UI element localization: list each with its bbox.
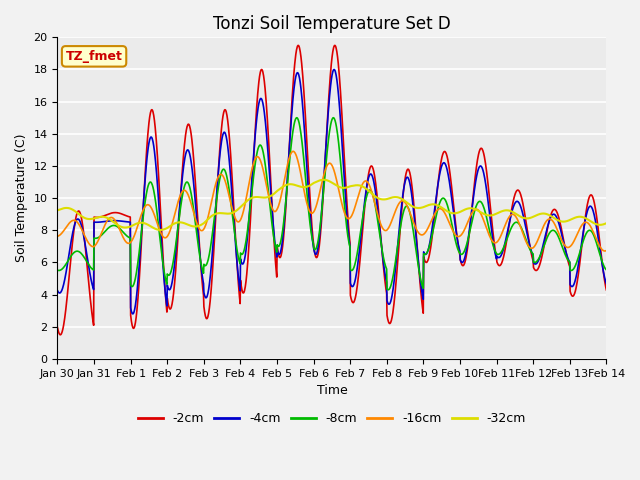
-4cm bbox=[308, 232, 316, 238]
-4cm bbox=[367, 171, 374, 177]
-4cm bbox=[330, 67, 338, 72]
Line: -32cm: -32cm bbox=[58, 180, 606, 230]
-16cm bbox=[287, 152, 294, 158]
-8cm bbox=[54, 267, 61, 273]
-2cm bbox=[367, 164, 374, 169]
-32cm bbox=[54, 207, 61, 213]
X-axis label: Time: Time bbox=[317, 384, 348, 397]
Title: Tonzi Soil Temperature Set D: Tonzi Soil Temperature Set D bbox=[213, 15, 451, 33]
-32cm bbox=[96, 214, 104, 220]
-16cm bbox=[308, 210, 316, 216]
Line: -2cm: -2cm bbox=[58, 46, 606, 335]
-32cm bbox=[156, 227, 164, 233]
-2cm bbox=[287, 120, 294, 125]
-2cm bbox=[54, 324, 61, 330]
-32cm bbox=[367, 190, 374, 195]
-16cm bbox=[118, 233, 126, 239]
-4cm bbox=[96, 219, 104, 225]
-32cm bbox=[602, 220, 610, 226]
-4cm bbox=[287, 125, 294, 131]
-4cm bbox=[118, 218, 126, 224]
-2cm bbox=[308, 228, 316, 234]
-16cm bbox=[54, 233, 61, 239]
-8cm bbox=[118, 228, 126, 234]
-32cm bbox=[298, 184, 306, 190]
-4cm bbox=[602, 281, 610, 287]
-32cm bbox=[308, 181, 316, 187]
-8cm bbox=[293, 115, 301, 120]
-32cm bbox=[287, 181, 294, 187]
-8cm bbox=[602, 267, 610, 273]
-16cm bbox=[602, 248, 610, 253]
-8cm bbox=[366, 187, 374, 193]
-2cm bbox=[97, 214, 104, 220]
-4cm bbox=[298, 96, 306, 102]
-8cm bbox=[384, 287, 392, 293]
-2cm bbox=[299, 69, 307, 74]
-32cm bbox=[320, 177, 328, 182]
-8cm bbox=[298, 140, 306, 145]
-16cm bbox=[298, 178, 306, 183]
Y-axis label: Soil Temperature (C): Soil Temperature (C) bbox=[15, 134, 28, 263]
-2cm bbox=[294, 43, 302, 48]
-4cm bbox=[129, 311, 137, 317]
-4cm bbox=[54, 288, 61, 293]
Line: -8cm: -8cm bbox=[58, 118, 606, 290]
-8cm bbox=[287, 150, 294, 156]
-8cm bbox=[96, 234, 104, 240]
-32cm bbox=[118, 224, 126, 230]
-2cm bbox=[119, 211, 127, 217]
-2cm bbox=[602, 287, 610, 293]
-16cm bbox=[96, 234, 104, 240]
Legend: -2cm, -4cm, -8cm, -16cm, -32cm: -2cm, -4cm, -8cm, -16cm, -32cm bbox=[132, 407, 531, 430]
-16cm bbox=[601, 248, 609, 254]
-2cm bbox=[56, 332, 64, 337]
Text: TZ_fmet: TZ_fmet bbox=[66, 50, 122, 63]
Line: -4cm: -4cm bbox=[58, 70, 606, 314]
-16cm bbox=[366, 184, 374, 190]
-16cm bbox=[289, 148, 297, 154]
-8cm bbox=[308, 234, 316, 240]
Line: -16cm: -16cm bbox=[58, 151, 606, 251]
